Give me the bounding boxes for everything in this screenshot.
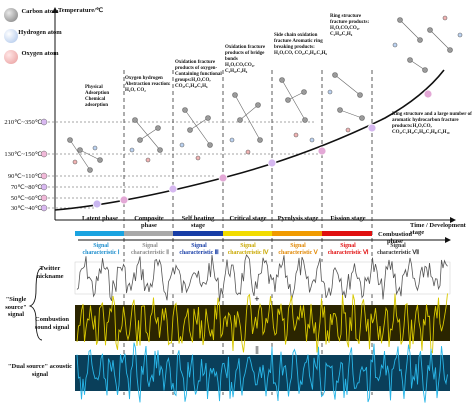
annotation-ring-large: Ring structure and a large number of aro… (392, 112, 472, 135)
x-axis-label: Time / Development stage (410, 222, 466, 236)
single-source-brace (28, 267, 43, 341)
signal-char-3: Signal characteristic Ⅲ (179, 243, 219, 256)
phase-bar-6 (322, 231, 372, 236)
phase-label-5: Pyrolysis stage (277, 215, 319, 222)
phase-label-7: Combustion phase (378, 231, 412, 245)
oxygen-atom-icon (4, 50, 18, 64)
phase-label-2: Composite phase (134, 215, 164, 229)
annotation-oxygen-hydrogen: Oxygen hydrogen Abstraction reaction: H₂… (125, 76, 171, 93)
node-8 (423, 89, 433, 99)
molecule-cluster-2 (129, 117, 163, 163)
node-1 (92, 199, 102, 209)
molecule-clusters (67, 15, 463, 173)
phase-label-4: Critical stage (229, 215, 267, 222)
phase-label-3: Self heating stage (181, 215, 215, 229)
signal-char-5: Signal characteristic Ⅴ (278, 243, 318, 256)
molecule-cluster-1 (67, 137, 103, 173)
temp-tick-70: 70℃~80℃ (10, 184, 42, 191)
equals-sign: || (255, 345, 259, 354)
phase-bar-3 (173, 231, 223, 236)
temp-tick-30: 30℃~40℃ (10, 205, 42, 212)
curve-nodes (92, 89, 433, 209)
temp-tick-50: 50℃~60℃ (10, 195, 42, 202)
legend-oxygen-label: Oxygen atom (21, 50, 59, 57)
phase-bars (75, 231, 372, 236)
annotation-side-chain: Side chain oxidation fracture Aromatic r… (274, 33, 328, 56)
molecule-cluster-4 (229, 92, 263, 155)
combustion-waveform (76, 293, 448, 354)
node-2 (119, 195, 129, 205)
molecule-cluster-7 (392, 15, 463, 73)
dual-source-waveform (76, 342, 448, 403)
phase-label-1: Latent phase (82, 215, 118, 222)
y-axis-label: Temperature/℃ (58, 7, 104, 14)
plus-sign: + (254, 294, 259, 304)
annotation-physical: Physical Adsorption Chemical adsorption (85, 85, 110, 108)
molecule-cluster-6 (327, 72, 365, 133)
phase-label-6: Fission stage (330, 215, 366, 222)
node-5 (267, 158, 277, 168)
annotation-bridge-bonds: Oxidation fracture products of bridge bo… (225, 45, 266, 74)
combustion-label: Combustion sound signal (34, 316, 70, 331)
single-source-label: "Single source" signal (5, 296, 27, 318)
signal-char-7: Signal characteristic Ⅶ (377, 243, 419, 256)
phase-bar-5 (272, 231, 322, 236)
carbon-atom-icon (4, 8, 18, 22)
twitter-waveform (76, 254, 448, 302)
signal-char-1: Signal characteristic Ⅰ (82, 243, 120, 256)
signal-char-2: Signal characteristic Ⅱ (130, 243, 170, 256)
legend-carbon-label: Carbon atom (21, 8, 59, 15)
tick-leaders (44, 121, 320, 209)
temp-tick-130: 130℃~150℃ (4, 151, 42, 158)
phase-bar-4 (223, 231, 272, 236)
node-4 (218, 173, 228, 183)
temp-tick-90: 90℃~110℃ (7, 173, 42, 180)
legend-hydrogen-label: Hydrogen atom (18, 29, 62, 36)
twitter-label: Twitter nickname (36, 265, 64, 280)
annotation-oxidation-products: Oxidation fracture products of oxygen-Co… (175, 60, 222, 89)
signal-char-4: Signal characteristic Ⅳ (227, 243, 269, 256)
node-3 (168, 184, 178, 194)
phase-bar-1 (75, 231, 124, 236)
node-6 (317, 146, 327, 156)
molecule-cluster-3 (179, 107, 213, 161)
axis-dots (40, 118, 48, 212)
temp-tick-210: 210℃~350℃ (4, 119, 42, 126)
dual-source-label: "Dual source" acoustic signal (7, 363, 73, 378)
hydrogen-atom-icon (4, 29, 18, 43)
phase-bar-2 (124, 231, 173, 236)
signal-char-6: Signal characteristic Ⅵ (327, 243, 369, 256)
annotation-ring-fracture: Ring structure fracture products: H₂O,CO… (330, 14, 370, 37)
node-7 (367, 123, 377, 133)
molecule-cluster-5 (279, 77, 315, 143)
